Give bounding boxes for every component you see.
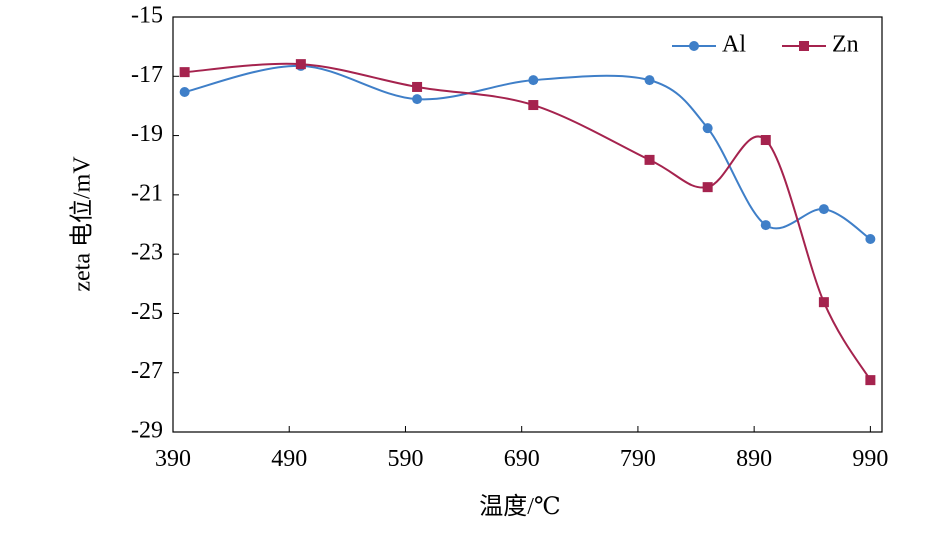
point: [528, 75, 539, 86]
y-tick-label: -17: [131, 62, 163, 88]
point: [528, 100, 539, 111]
point: [760, 220, 771, 231]
point: [179, 86, 190, 97]
x-tick-label: 790: [620, 446, 656, 472]
x-tick-label: 390: [155, 446, 191, 472]
y-tick-label: -25: [131, 299, 163, 325]
legend-marker: [799, 41, 809, 51]
y-axis-label: zeta 电位/mV: [69, 156, 96, 292]
point: [818, 297, 829, 308]
y-tick-label: -29: [131, 418, 163, 444]
point: [818, 204, 829, 215]
point: [644, 75, 655, 86]
point: [412, 94, 423, 105]
x-tick-label: 890: [736, 446, 772, 472]
legend-marker: [689, 41, 699, 51]
x-tick-label: 990: [852, 446, 888, 472]
x-tick-label: 490: [271, 446, 307, 472]
y-tick-label: -19: [131, 121, 163, 147]
point: [412, 81, 423, 92]
point: [865, 234, 876, 245]
point: [865, 375, 876, 386]
y-tick-label: -27: [131, 358, 163, 384]
point: [702, 182, 713, 193]
point: [702, 123, 713, 134]
point: [295, 59, 306, 70]
legend-label: Zn: [832, 32, 859, 58]
point: [644, 154, 655, 165]
legend-label: Al: [722, 32, 746, 58]
point: [179, 67, 190, 78]
x-tick-label: 690: [504, 446, 540, 472]
x-axis-label: 温度/℃: [479, 493, 561, 520]
y-tick-label: -21: [131, 180, 163, 206]
x-tick-label: 590: [387, 446, 423, 472]
series-line: [184, 64, 871, 240]
point: [760, 135, 771, 146]
y-tick-label: -23: [131, 240, 163, 266]
plot-frame: [172, 16, 883, 433]
y-tick-label: -15: [131, 3, 163, 29]
